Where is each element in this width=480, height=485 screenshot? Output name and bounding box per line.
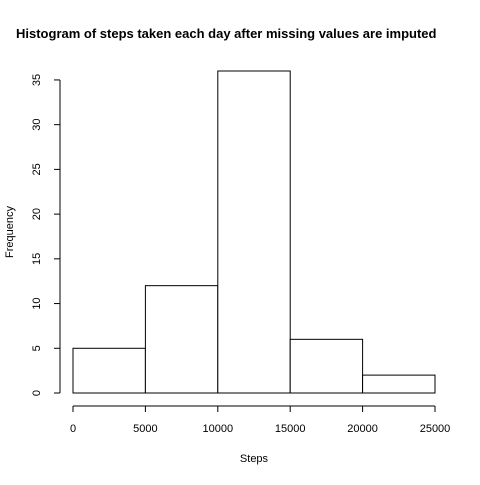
bar-0	[72, 347, 146, 394]
y-axis: 0 5 10 15 20 25 30 35	[31, 74, 61, 396]
y-tick-label-4: 20	[31, 208, 43, 220]
x-tick-label-5: 25000	[420, 423, 451, 435]
y-tick-label-1: 5	[31, 345, 43, 351]
bars-group	[72, 70, 436, 394]
bar-3	[289, 338, 364, 394]
chart-title: Histogram of steps taken each day after …	[16, 26, 437, 41]
x-tick-label-4: 20000	[347, 423, 378, 435]
x-tick-label-2: 10000	[203, 423, 234, 435]
y-tick-label-5: 25	[31, 163, 43, 175]
x-axis-label: Steps	[240, 453, 269, 465]
x-axis: 0 5000 10000 15000 20000 25000	[70, 405, 451, 435]
y-tick-label-2: 10	[31, 297, 43, 309]
bar-4	[362, 374, 436, 394]
x-tick-label-1: 5000	[133, 423, 157, 435]
y-axis-label: Frequency	[4, 206, 16, 258]
x-tick-label-0: 0	[70, 423, 76, 435]
bar-1	[144, 285, 219, 394]
x-tick-label-3: 15000	[275, 423, 306, 435]
y-tick-label-0: 0	[31, 390, 43, 396]
y-tick-label-3: 15	[31, 253, 43, 265]
y-tick-label-6: 30	[31, 119, 43, 131]
y-tick-label-7: 35	[31, 74, 43, 86]
bar-2	[217, 70, 291, 394]
